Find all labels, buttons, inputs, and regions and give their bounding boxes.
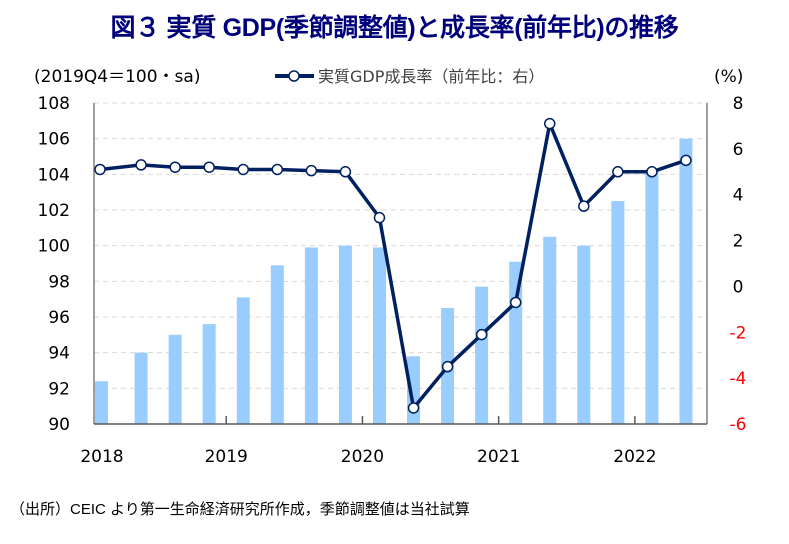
- bar-2021Q2: [543, 236, 557, 424]
- right-y-tick-label: 6: [733, 140, 744, 160]
- bar-2020Q4: [475, 286, 489, 424]
- gridlines: [94, 102, 707, 389]
- chart: 90 92 94 96 98 100 102 104 106 108 -6 -4 -2 0 2 4 6 8 2018…: [34, 67, 747, 467]
- growth-point-2018Q1: [94, 163, 106, 176]
- left-y-tick-label: 102: [38, 201, 70, 221]
- right-y-tick-label: 2: [733, 232, 744, 252]
- left-y-tick-label: 106: [38, 130, 70, 150]
- growth-point-2021Q3: [578, 200, 590, 212]
- left-y-tick-label: 90: [48, 415, 70, 435]
- right-y-tick-label: -6: [730, 415, 747, 435]
- growth-point-2020Q2: [407, 402, 420, 414]
- growth-point-2018Q2: [135, 159, 147, 171]
- growth-rate-line: [99, 121, 687, 410]
- right-y-tick-label: 0: [733, 277, 744, 297]
- bar-2018Q4: [202, 324, 216, 424]
- growth-point-2020Q1: [373, 211, 386, 224]
- growth-point-2021Q1: [509, 296, 522, 309]
- growth-point-2019Q1: [237, 163, 249, 176]
- left-y-tick-label: 104: [38, 165, 70, 185]
- left-y-tick-label: 108: [38, 94, 70, 114]
- bar-2021Q3: [577, 245, 591, 424]
- growth-point-2021Q2: [544, 117, 556, 130]
- right-y-tick-label: -2: [730, 323, 747, 343]
- growth-point-2020Q3: [441, 360, 454, 373]
- left-y-tick-label: 100: [38, 237, 70, 257]
- right-y-tick-label: 8: [733, 94, 744, 114]
- x-tick-label: 2018: [80, 447, 123, 467]
- bar-2019Q4: [338, 245, 352, 424]
- growth-point-2019Q3: [305, 164, 318, 177]
- bar-2019Q3: [304, 247, 318, 424]
- axes: [93, 103, 708, 425]
- x-tick-label: 2020: [341, 447, 384, 467]
- bar-2018Q3: [168, 334, 182, 424]
- bar-2022Q2: [679, 138, 693, 424]
- line-series: [94, 117, 692, 414]
- x-tick-label: 2022: [613, 447, 656, 467]
- right-y-tick-label: -4: [730, 369, 747, 389]
- growth-point-2019Q2: [271, 163, 284, 176]
- growth-point-2020Q4: [475, 328, 488, 341]
- left-y-tick-label: 92: [48, 379, 70, 399]
- tick-labels: 90 92 94 96 98 100 102 104 106 108 -6 -4 -2 0 2 4 6 8 2018…: [38, 94, 747, 467]
- bar-2018Q2: [134, 352, 148, 424]
- growth-point-2021Q4: [612, 166, 624, 178]
- right-y-tick-label: 4: [733, 186, 744, 206]
- bar-2019Q2: [270, 265, 284, 424]
- bar-2019Q1: [236, 297, 250, 424]
- legend-circle-marker: [288, 70, 300, 82]
- growth-point-2018Q3: [169, 161, 181, 173]
- left-axis-unit-label: (2019Q4＝100・sa): [34, 67, 200, 87]
- left-y-tick-label: 96: [48, 308, 70, 328]
- x-tick-label: 2021: [477, 447, 520, 467]
- left-y-tick-label: 94: [48, 344, 70, 364]
- bar-2021Q4: [611, 201, 625, 424]
- x-tick-label: 2019: [205, 447, 248, 467]
- growth-point-2022Q2: [680, 154, 692, 167]
- left-y-tick-label: 98: [48, 272, 70, 292]
- right-axis-unit-label: (%): [714, 67, 743, 87]
- bar-series: [95, 138, 693, 424]
- source-note: （出所）CEIC より第一生命経済研究所作成，季節調整値は当社試算: [10, 501, 470, 518]
- bar-2022Q1: [645, 170, 659, 424]
- bar-2018Q1: [95, 381, 108, 424]
- legend: 実質GDP成長率（前年比：右）: [275, 67, 544, 86]
- growth-point-2019Q4: [339, 166, 352, 178]
- growth-point-2022Q1: [646, 166, 658, 178]
- bar-2020Q1: [372, 247, 386, 424]
- legend-label: 実質GDP成長率（前年比：右）: [318, 67, 544, 86]
- chart-title: 図３ 実質 GDP(季節調整値)と成長率(前年比)の推移: [110, 14, 679, 42]
- growth-point-2018Q4: [203, 161, 215, 173]
